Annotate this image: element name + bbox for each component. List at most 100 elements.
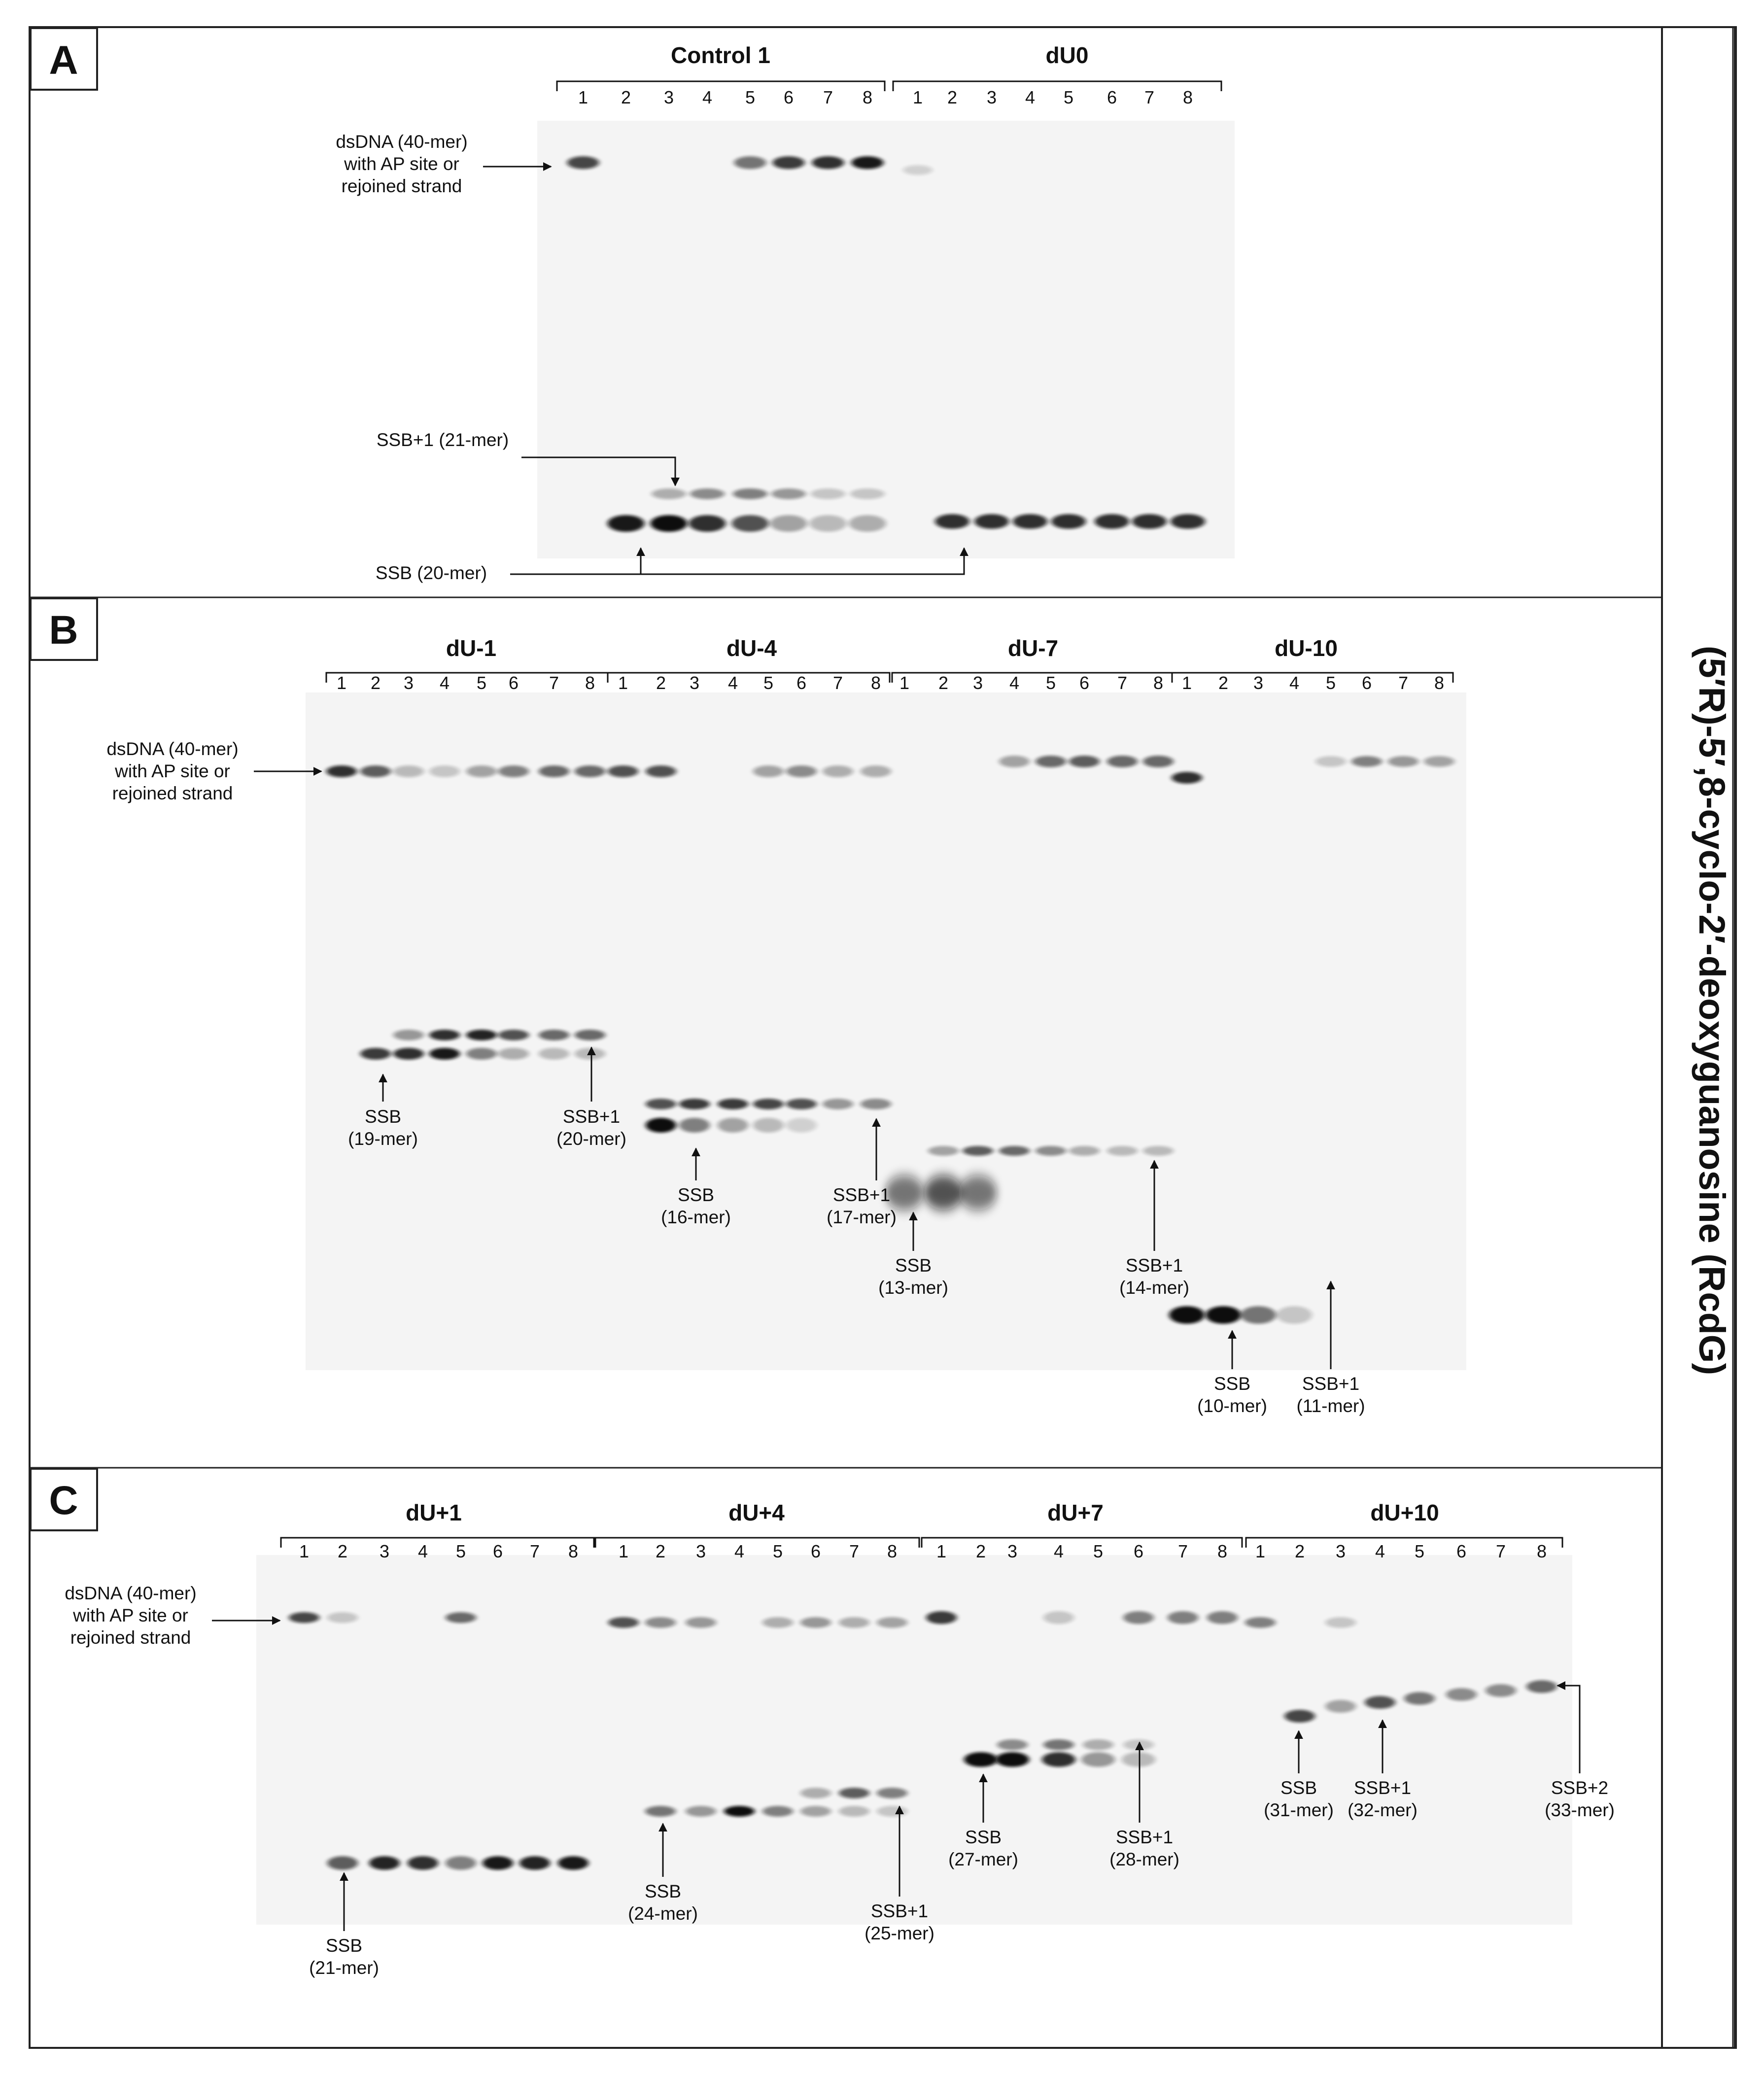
band-ssb-plus-n [1404,1692,1435,1705]
band-ssb-plus-1 [646,1099,676,1109]
lane-number: 2 [947,87,957,107]
svg-text:SSB+1: SSB+1 [1302,1374,1359,1394]
band-ssb-plus-1 [928,1146,959,1156]
band-ssb-plus-1 [861,1099,891,1109]
gel-bands [289,156,1557,1870]
band-ssb [1277,1306,1312,1324]
lane-number: 8 [568,1541,578,1561]
band-dsdna [1168,1611,1198,1624]
group-title-control-1: Control 1 [671,42,770,68]
svg-text:with AP site or: with AP site or [344,154,459,174]
group-bracket [280,1537,595,1548]
svg-text:(17-mer): (17-mer) [827,1207,897,1227]
band-ssb-plus-1 [1083,1739,1113,1750]
lane-number: 2 [656,1541,665,1561]
group-title-du-10: dU-10 [1275,635,1338,661]
label-b-ssb-16: SSB (16-mer) [661,1185,731,1227]
group-title-du-1: dU-1 [446,635,496,661]
band-dsdna [786,765,817,777]
lane-number: 1 [899,673,909,693]
band-ssb [327,1856,358,1870]
band-ssb [1241,1306,1276,1324]
band-ssb [762,1806,793,1817]
group-title-du-plus-10: dU+10 [1370,1500,1439,1525]
band-ssb [650,515,688,532]
band-ssb [724,1806,755,1817]
svg-text:(20-mer): (20-mer) [556,1129,626,1149]
band-dsdna [360,765,391,777]
band-dsdna [1325,1617,1356,1628]
band-ssb-plus-1 [1043,1739,1074,1750]
panel-letter-a: A [49,38,78,83]
lane-number: 6 [509,673,519,693]
band-dsdna [326,765,357,777]
panel-letter-box-a [30,27,98,91]
lane-number: 6 [811,1541,821,1561]
label-b-ssb1-14: SSB+1 (14-mer) [1119,1255,1189,1298]
panel-letter-box-b [30,597,98,661]
lane-number: 7 [1496,1541,1506,1561]
band-ssb-plus-1 [733,488,767,499]
label-c-ssb-31: SSB (31-mer) [1264,1778,1334,1820]
lane-number: 4 [1289,673,1299,693]
band-dsdna [839,1617,869,1628]
svg-text:(32-mer): (32-mer) [1348,1800,1418,1820]
lane-number: 1 [936,1541,946,1561]
lane-number: 7 [833,673,843,693]
group-bracket [556,80,886,91]
lane-number: 4 [734,1541,744,1561]
label-b-ssb1-17: SSB+1 (17-mer) [827,1185,897,1227]
lane-number: 2 [976,1541,986,1561]
svg-text:SSB: SSB [326,1935,362,1956]
arrow-c-ssb2-33 [1556,1681,1581,1773]
lane-number: 1 [618,673,628,693]
svg-text:(10-mer): (10-mer) [1197,1396,1267,1416]
svg-text:(33-mer): (33-mer) [1545,1800,1615,1820]
group-bracket [921,1537,1243,1548]
band-ssb [770,515,807,532]
panel-letter-box-c [30,1468,98,1531]
band-ssb-plus-1 [963,1146,993,1156]
band-ssb-plus-1 [1036,1146,1066,1156]
lane-number: 7 [1178,1541,1188,1561]
band-dsdna [567,156,599,169]
svg-text:rejoined strand: rejoined strand [112,783,233,803]
band-ssb-plus-n [1486,1684,1516,1697]
label-a-dsdna: dsDNA (40-mer) with AP site or rejoined … [336,132,467,196]
band-ssb [786,1118,817,1133]
svg-text:SSB: SSB [645,1881,681,1901]
band-ssb [360,1048,391,1060]
band-dsdna [999,756,1030,767]
band-ssb-plus-1 [1123,1739,1154,1750]
lane-number: 3 [404,673,414,693]
group-title-du-plus-7: dU+7 [1047,1500,1104,1525]
lane-number: 3 [987,87,997,107]
band-ssb [996,1752,1029,1767]
svg-text:SSB+1: SSB+1 [1116,1827,1173,1847]
side-title-box [1661,26,1737,2049]
band-dsdna [1424,756,1454,767]
label-b-dsdna: dsDNA (40-mer) with AP site or rejoined … [106,739,238,803]
lane-number: 6 [796,673,806,693]
svg-text:(28-mer): (28-mer) [1109,1849,1179,1869]
lane-number: 2 [938,673,948,693]
lane-number: 3 [1007,1541,1017,1561]
lane-number: 5 [477,673,486,693]
band-dsdna [393,765,424,777]
label-c-ssb1-28: SSB+1 (28-mer) [1109,1827,1179,1869]
band-dsdna [646,765,676,777]
group-title-du0: dU0 [1046,42,1089,68]
band-dsdna [466,765,497,777]
label-c-ssb-24: SSB (24-mer) [628,1881,698,1924]
band-ssb-plus-1 [466,1030,497,1040]
band-ssb [1042,1752,1075,1767]
band-ssb [483,1856,513,1870]
band-ssb [498,1048,529,1060]
band-ssb-plus-1 [839,1788,869,1798]
band-ssb [446,1856,476,1870]
band-dsdna [800,1617,831,1628]
lane-number: 2 [621,87,631,107]
svg-text:with AP site or: with AP site or [114,761,230,781]
lane-numbers: 1 2 3 4 5 6 7 8 1 2 3 4 5 6 7 81 2 3 4 5 6 7 8 1 2 3 4 5 6 7 8 1 2 3 4 5 6 7 8… [299,87,1547,1561]
